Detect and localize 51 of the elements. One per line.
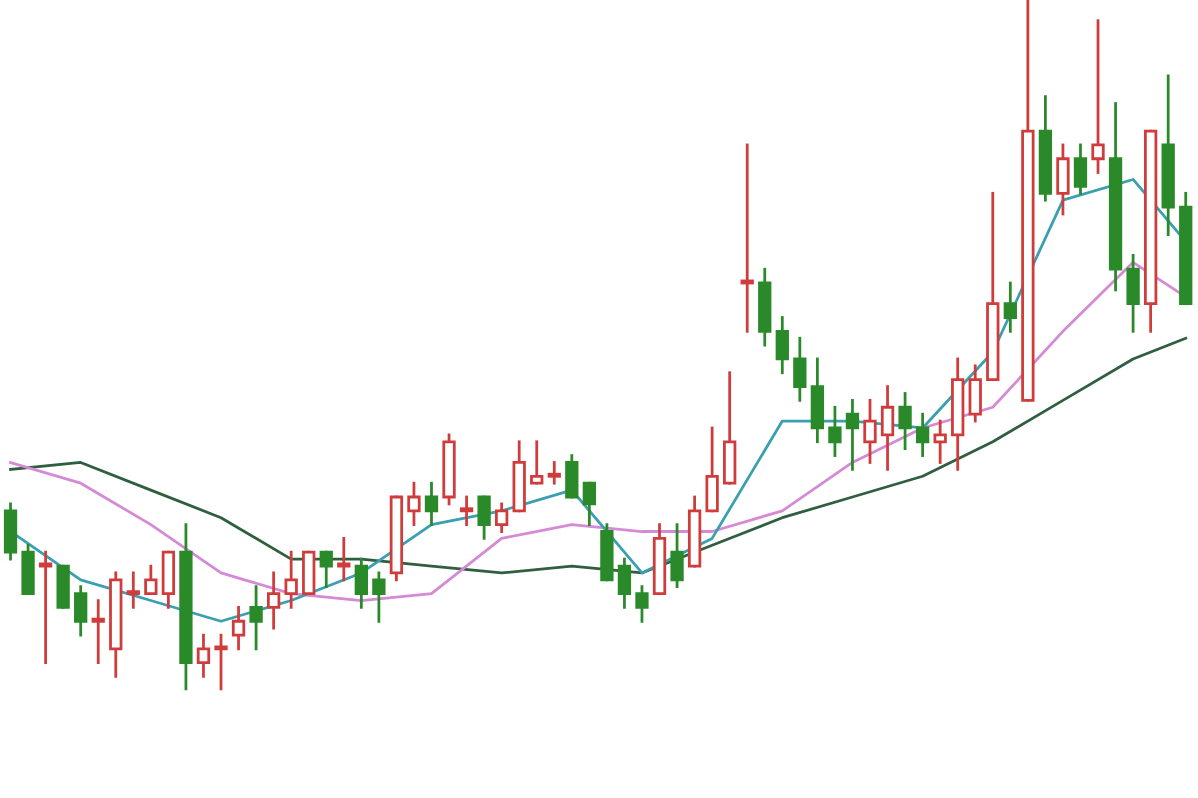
candlestick [459,495,474,526]
candlestick [144,564,158,596]
candlestick [723,371,737,485]
candlestick [565,454,579,499]
candlestick [933,419,947,464]
candlestick [74,585,88,637]
candlestick [495,502,509,533]
candlestick [214,633,228,691]
candlestick [38,550,53,665]
candlestick [1091,19,1105,174]
candlestick [968,364,982,423]
candlestick [915,412,930,457]
candlestick [302,550,316,596]
candlestick [828,405,842,457]
candlestick [372,571,386,623]
candlestick [161,550,176,609]
candlestick [845,398,860,471]
candlestick [775,316,789,375]
candlestick [126,571,140,609]
candlestick [1126,254,1140,333]
candlestick [530,440,544,485]
candlestick [635,585,649,623]
candlestick [1073,143,1088,195]
candlestick [284,550,298,609]
candlestick [740,143,754,333]
candlestick [1003,281,1017,333]
candlestick [407,481,421,526]
candlestick [56,564,70,609]
candlestick [547,461,561,485]
candlestick [617,557,632,609]
candlestick [810,357,825,444]
candlestick [477,495,491,540]
candlestick [266,571,281,630]
candlestick [91,599,105,665]
candlestick [196,633,211,678]
candlestick [319,550,333,589]
candlestick [670,523,684,589]
candlestick [337,537,351,582]
candlestick [354,557,368,609]
candlestick [863,398,877,464]
candlestick [1056,143,1070,216]
candlestick [3,502,18,561]
candlestick [231,606,246,651]
candlestick [249,585,263,651]
candlestick [582,481,596,526]
candlestick [880,385,895,471]
candlestick [793,336,807,402]
candlestick [424,481,439,526]
candlestick [898,392,912,451]
candlestick [705,426,719,513]
candlestick [21,543,35,596]
